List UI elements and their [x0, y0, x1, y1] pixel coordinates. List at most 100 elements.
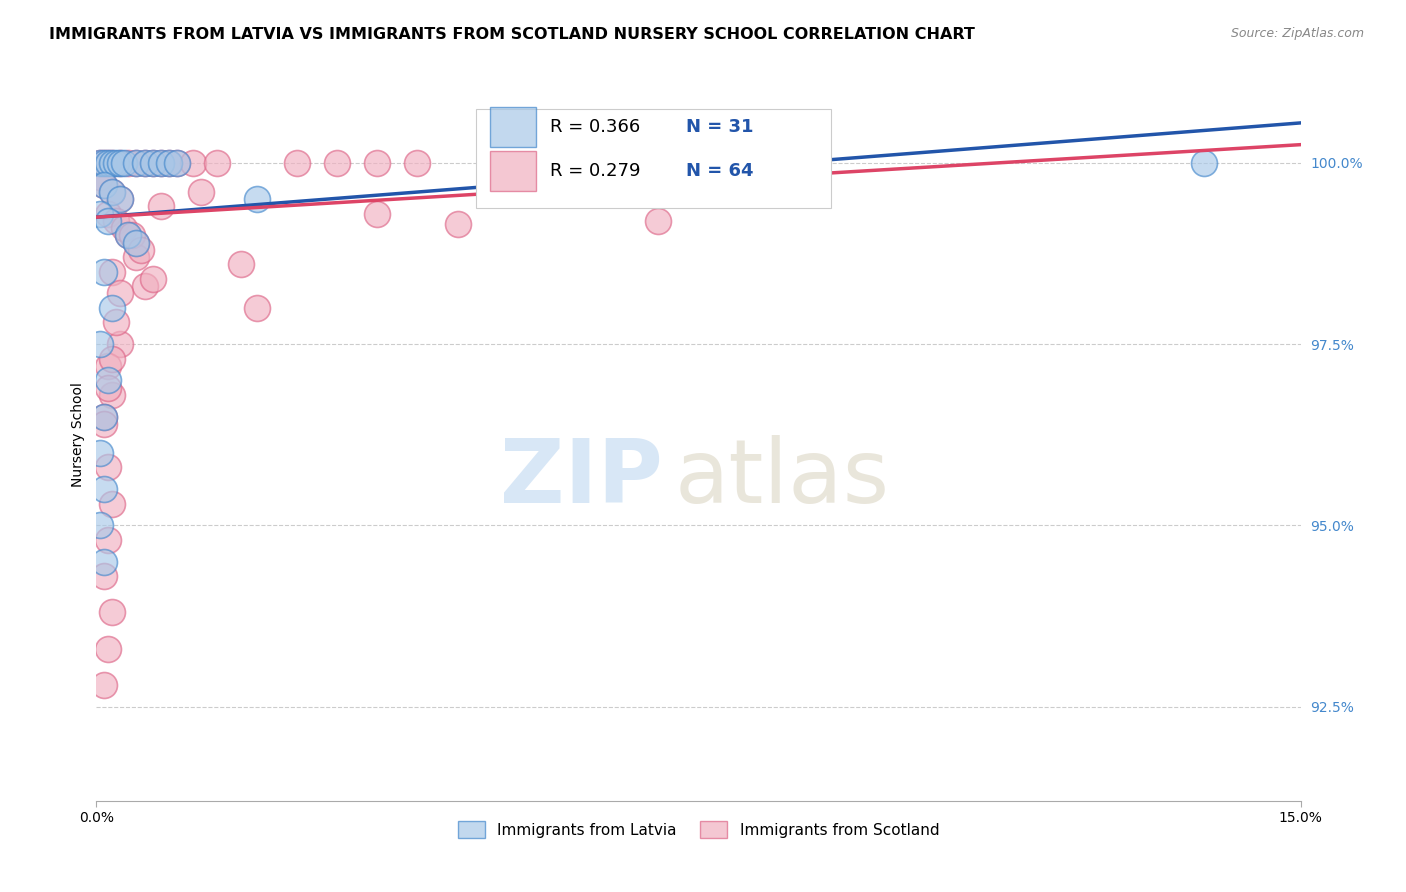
Point — [89, 155, 111, 169]
Point — [647, 155, 669, 169]
Point — [157, 155, 180, 169]
Point — [366, 155, 388, 169]
Point — [647, 214, 669, 228]
Point — [93, 264, 115, 278]
Point — [366, 206, 388, 220]
Point — [97, 460, 120, 475]
Point — [246, 301, 269, 315]
Point — [285, 155, 308, 169]
FancyBboxPatch shape — [491, 107, 536, 147]
Point — [527, 155, 550, 169]
Point — [89, 337, 111, 351]
Text: N = 64: N = 64 — [686, 162, 754, 180]
Point — [101, 301, 124, 315]
Point — [117, 155, 139, 169]
Text: R = 0.366: R = 0.366 — [550, 118, 641, 136]
Point — [246, 192, 269, 206]
Point — [105, 155, 128, 169]
Point — [125, 155, 148, 169]
Point — [141, 272, 163, 286]
Point — [101, 351, 124, 366]
Point — [93, 678, 115, 692]
Point — [93, 178, 115, 192]
Point — [101, 155, 124, 169]
Point — [166, 155, 188, 169]
Point — [97, 359, 120, 373]
Point — [727, 155, 749, 169]
Point — [125, 155, 148, 169]
Point — [89, 155, 111, 169]
Text: R = 0.279: R = 0.279 — [550, 162, 641, 180]
Point — [89, 518, 111, 533]
Point — [110, 286, 132, 301]
Point — [406, 155, 429, 169]
Point — [607, 155, 630, 169]
Point — [105, 214, 128, 228]
Point — [134, 155, 156, 169]
Point — [125, 235, 148, 250]
Point — [110, 192, 132, 206]
Point — [110, 155, 132, 169]
Point — [110, 155, 132, 169]
Point — [190, 185, 212, 199]
Point — [205, 155, 228, 169]
Point — [157, 155, 180, 169]
Point — [326, 155, 349, 169]
Point — [93, 155, 115, 169]
Point — [134, 279, 156, 293]
Point — [97, 214, 120, 228]
Point — [486, 155, 509, 169]
Point — [93, 409, 115, 424]
Point — [97, 155, 120, 169]
Text: IMMIGRANTS FROM LATVIA VS IMMIGRANTS FROM SCOTLAND NURSERY SCHOOL CORRELATION CH: IMMIGRANTS FROM LATVIA VS IMMIGRANTS FRO… — [49, 27, 976, 42]
Point — [114, 155, 136, 169]
Point — [93, 555, 115, 569]
Legend: Immigrants from Latvia, Immigrants from Scotland: Immigrants from Latvia, Immigrants from … — [451, 814, 945, 845]
FancyBboxPatch shape — [475, 109, 831, 208]
Point — [101, 264, 124, 278]
Point — [229, 257, 252, 271]
Point — [89, 446, 111, 460]
Point — [89, 206, 111, 220]
Point — [93, 417, 115, 431]
Text: N = 31: N = 31 — [686, 118, 754, 136]
Point — [101, 497, 124, 511]
Point — [117, 228, 139, 243]
FancyBboxPatch shape — [491, 151, 536, 191]
Point — [141, 155, 163, 169]
Point — [446, 218, 468, 232]
Point — [134, 155, 156, 169]
Point — [93, 569, 115, 583]
Point — [97, 206, 120, 220]
Point — [89, 170, 111, 185]
Point — [93, 178, 115, 192]
Text: ZIP: ZIP — [499, 435, 662, 522]
Point — [105, 315, 128, 329]
Point — [141, 155, 163, 169]
Point — [97, 155, 120, 169]
Point — [149, 199, 172, 213]
Text: atlas: atlas — [675, 435, 890, 522]
Point — [149, 155, 172, 169]
Point — [93, 409, 115, 424]
Point — [125, 250, 148, 264]
Point — [110, 192, 132, 206]
Y-axis label: Nursery School: Nursery School — [72, 383, 86, 487]
Point — [117, 228, 139, 243]
Point — [97, 380, 120, 394]
Point — [97, 373, 120, 387]
Point — [93, 155, 115, 169]
Point — [110, 337, 132, 351]
Point — [688, 155, 710, 169]
Point — [129, 243, 152, 257]
Point — [114, 221, 136, 235]
Point — [567, 155, 589, 169]
Point — [125, 235, 148, 250]
Point — [1192, 155, 1215, 169]
Point — [149, 155, 172, 169]
Point — [101, 185, 124, 199]
Point — [121, 228, 143, 243]
Point — [101, 388, 124, 402]
Point — [101, 605, 124, 619]
Point — [101, 185, 124, 199]
